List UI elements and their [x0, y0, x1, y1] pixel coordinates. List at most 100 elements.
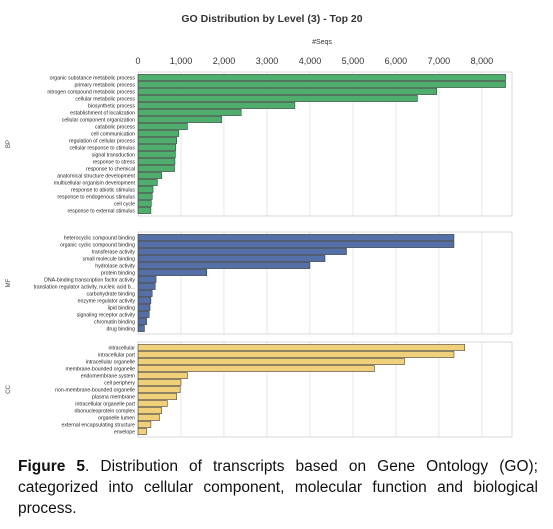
- category-label: organelle lumen: [98, 415, 135, 421]
- x-tick-label: 7,000: [428, 56, 451, 66]
- bar: [137, 283, 156, 290]
- x-tick-label: 4,000: [299, 56, 322, 66]
- panel-frame: [137, 231, 513, 335]
- bar: [137, 325, 145, 332]
- category-label: anatomical structure development: [57, 173, 135, 179]
- category-label: chromatin binding: [94, 319, 135, 325]
- figure-label: Figure 5: [18, 458, 86, 475]
- category-label: intracellular organelle part: [75, 401, 135, 407]
- category-label: cell periphery: [104, 380, 135, 386]
- group-label: MF: [6, 278, 12, 287]
- category-label: establishment of localization: [70, 110, 135, 116]
- category-label: ribonucleoprotein complex: [74, 408, 135, 414]
- bar: [137, 95, 418, 102]
- bar: [137, 262, 311, 269]
- category-label: cellular component organization: [62, 117, 135, 123]
- bar: [137, 297, 152, 304]
- bar: [137, 172, 162, 179]
- bar: [137, 255, 326, 262]
- x-tick-label: 8,000: [471, 56, 494, 66]
- bar: [137, 400, 168, 407]
- bar: [137, 421, 152, 428]
- category-label: endomembrane system: [81, 373, 135, 379]
- category-label: DNA-binding transcription factor activit…: [44, 277, 135, 283]
- x-tick-label: 0: [135, 56, 140, 66]
- category-label: intracellular: [108, 345, 135, 351]
- category-label: cell communication: [91, 131, 135, 137]
- category-label: response to external stimulus: [68, 208, 136, 214]
- category-label: transferase activity: [92, 249, 136, 255]
- bar: [137, 276, 157, 283]
- category-label: protein binding: [101, 270, 135, 276]
- category-label: plasma membrane: [92, 394, 135, 400]
- category-label: biosynthetic process: [88, 103, 135, 109]
- go-distribution-chart: GO Distribution by Level (3) - Top 20 #S…: [6, 13, 513, 438]
- category-label: membrane-bounded organelle: [65, 366, 135, 372]
- category-label: drug binding: [106, 326, 135, 332]
- bar: [137, 137, 177, 144]
- category-label: translation regulator activity, nucleic …: [34, 284, 135, 290]
- category-label: lipid binding: [108, 305, 136, 311]
- bar-groups: BP organic substance metabolic processpri…: [6, 71, 513, 438]
- bar: [137, 130, 180, 137]
- category-label: organic cyclic compound binding: [60, 242, 135, 248]
- panel-frame: [137, 71, 513, 217]
- bar: [137, 81, 506, 88]
- bar: [137, 123, 188, 130]
- bar: [137, 290, 153, 297]
- bar: [137, 379, 182, 386]
- category-label: cellular metabolic process: [75, 96, 135, 102]
- bar: [137, 179, 158, 186]
- bar: [137, 186, 154, 193]
- category-label: heterocyclic compound binding: [64, 235, 135, 241]
- category-label: primary metabolic process: [74, 82, 135, 88]
- category-label: envelope: [114, 429, 135, 435]
- category-label: organic substance metabolic process: [50, 75, 136, 81]
- figure-caption: Figure 5. Distribution of transcripts ba…: [18, 456, 538, 519]
- x-tick-label: 1,000: [170, 56, 193, 66]
- x-tick-label: 3,000: [256, 56, 279, 66]
- bar: [137, 151, 176, 158]
- x-axis-label: #Seqs: [312, 39, 332, 46]
- chart-title: GO Distribution by Level (3) - Top 20: [181, 13, 362, 25]
- category-label: signaling receptor activity: [77, 312, 136, 318]
- bar: [137, 74, 506, 81]
- category-label: enzyme regulator activity: [78, 298, 136, 304]
- bar: [137, 144, 177, 151]
- bar: [137, 88, 438, 95]
- bar: [137, 358, 405, 365]
- bar: [137, 116, 223, 123]
- category-label: response to abiotic stimulus: [71, 187, 135, 193]
- bar: [137, 407, 162, 414]
- bar: [137, 365, 375, 372]
- bar: [137, 351, 455, 358]
- bar: [137, 102, 296, 109]
- x-tick-label: 5,000: [342, 56, 365, 66]
- bar: [137, 165, 175, 172]
- bar: [137, 318, 147, 325]
- caption-text: . Distribution of transcripts based on G…: [18, 458, 538, 517]
- bar: [137, 304, 151, 311]
- category-label: external encapsulating structure: [61, 422, 135, 428]
- category-label: response to endogenous stimulus: [57, 194, 135, 200]
- category-label: nitrogen compound metabolic process: [47, 89, 135, 95]
- bar: [137, 414, 160, 421]
- category-label: non-membrane-bounded organelle: [55, 387, 135, 393]
- category-label: regulation of cellular process: [69, 138, 135, 144]
- bar: [137, 428, 147, 435]
- bar: [137, 344, 465, 351]
- x-tick-label: 2,000: [213, 56, 236, 66]
- bar: [137, 372, 188, 379]
- bar: [137, 393, 177, 400]
- category-label: hydrolase activity: [95, 263, 135, 269]
- bar: [137, 158, 176, 165]
- bar: [137, 109, 242, 116]
- bar: [137, 311, 150, 318]
- category-label: intracellular part: [98, 352, 135, 358]
- x-tick-label: 6,000: [385, 56, 408, 66]
- category-label: response to stress: [93, 159, 136, 165]
- bar: [137, 193, 153, 200]
- bar: [137, 386, 181, 393]
